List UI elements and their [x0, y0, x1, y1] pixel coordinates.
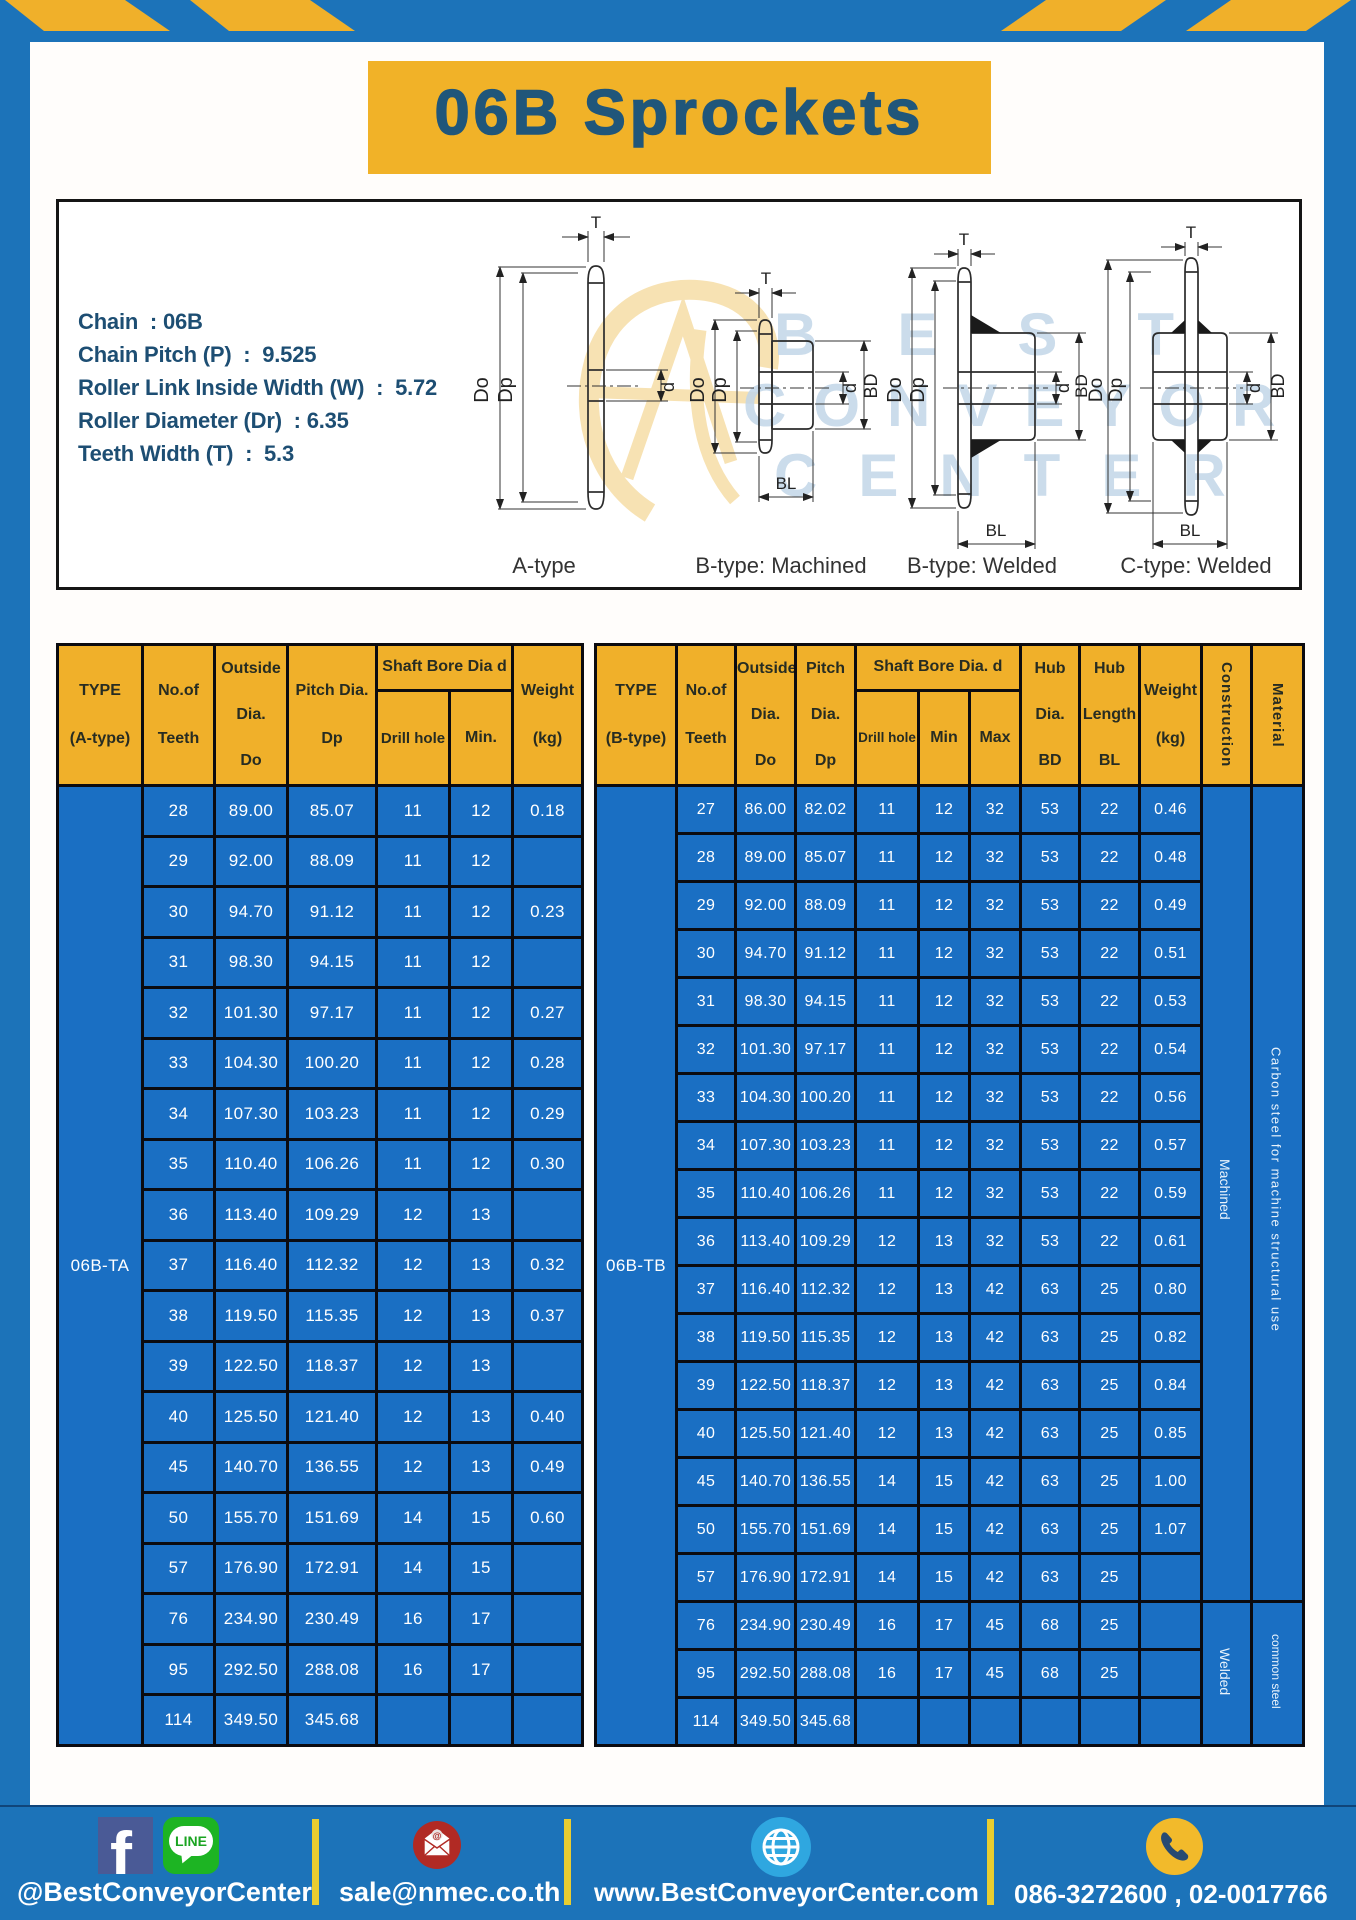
svg-text:BL: BL [1180, 521, 1201, 540]
svg-text:Dp: Dp [1106, 378, 1127, 402]
svg-text:A-type: A-type [512, 553, 576, 578]
svg-text:B-type: Machined: B-type: Machined [695, 553, 866, 578]
svg-text:BEST: BEST [774, 301, 1254, 368]
svg-text:@: @ [433, 1831, 442, 1841]
svg-text:T: T [1186, 223, 1196, 242]
svg-text:CENTER: CENTER [774, 442, 1267, 509]
svg-text:BD: BD [1268, 373, 1288, 398]
svg-text:T: T [591, 213, 601, 232]
svg-text:C-type: Welded: C-type: Welded [1120, 553, 1271, 578]
svg-text:BD: BD [861, 373, 881, 398]
svg-text:BD: BD [1072, 374, 1091, 398]
svg-text:Do: Do [1086, 378, 1107, 402]
svg-text:d: d [1053, 383, 1073, 393]
svg-text:T: T [761, 269, 771, 288]
svg-text:B-type: Welded: B-type: Welded [907, 553, 1057, 578]
svg-text:Dp: Dp [709, 377, 731, 403]
svg-text:Dp: Dp [495, 377, 517, 403]
svg-text:T: T [959, 230, 969, 249]
svg-text:Dp: Dp [907, 377, 929, 403]
svg-text:Do: Do [884, 377, 906, 403]
svg-text:d: d [840, 383, 860, 393]
svg-text:BL: BL [986, 521, 1007, 540]
svg-text:d: d [1244, 383, 1264, 393]
svg-text:Do: Do [471, 377, 493, 403]
svg-text:CONVEYOR: CONVEYOR [743, 372, 1299, 439]
svg-text:Do: Do [687, 377, 709, 403]
svg-text:BL: BL [776, 474, 797, 493]
svg-text:d: d [658, 382, 678, 392]
